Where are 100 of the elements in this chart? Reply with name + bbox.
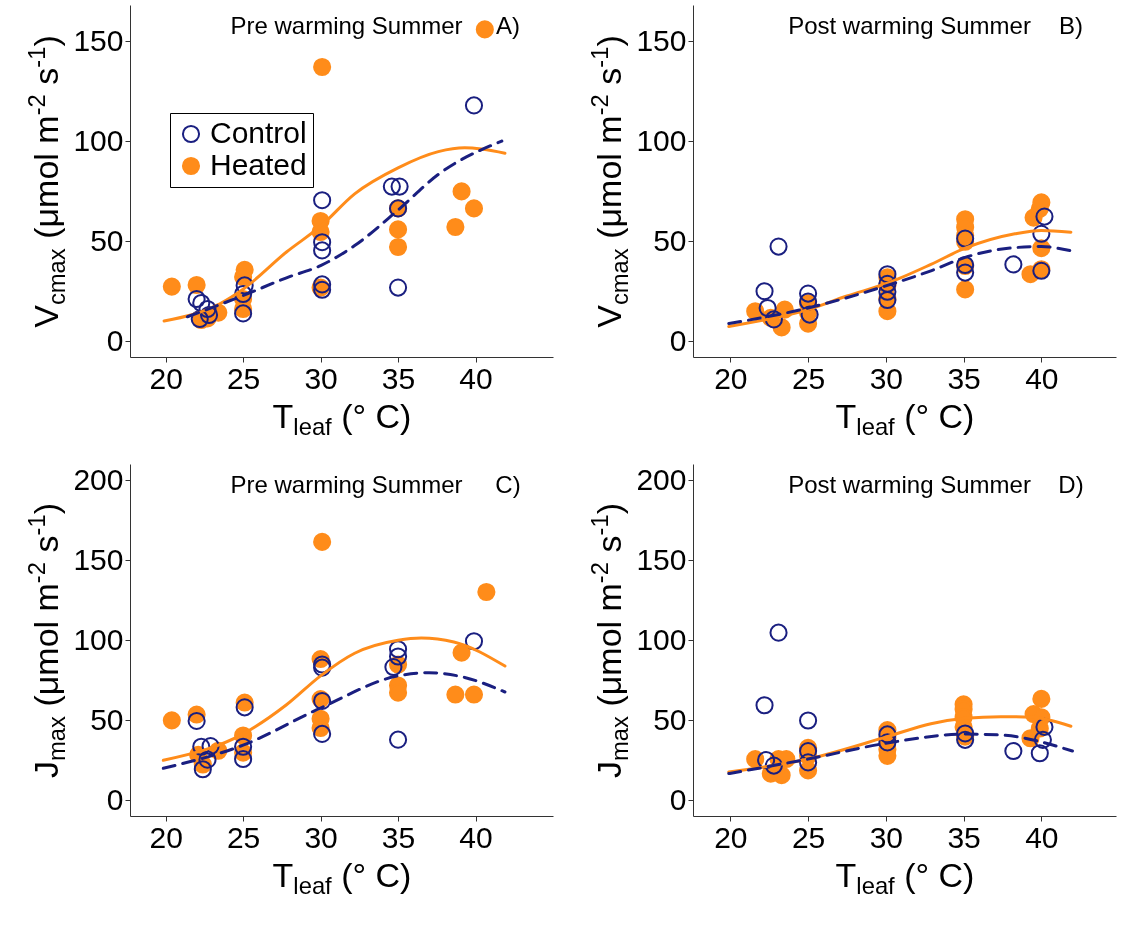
point xyxy=(452,182,471,201)
x-tick-label: 30 xyxy=(304,361,338,395)
point xyxy=(198,750,217,769)
y-tick-label: 200 xyxy=(636,462,687,496)
point xyxy=(235,698,254,717)
x-axis-title: T$_{leaf}$ (° C) xyxy=(272,855,412,899)
point xyxy=(878,733,897,752)
point xyxy=(313,241,332,260)
x-tick-label: 30 xyxy=(869,820,904,854)
point xyxy=(313,532,332,551)
y-tick-label: 100 xyxy=(73,123,124,157)
y-tick-label: 0 xyxy=(106,323,124,357)
point xyxy=(313,57,332,77)
y-tick-label: 0 xyxy=(669,323,687,357)
x-tick-label: 20 xyxy=(149,820,183,854)
x-tick-label: 40 xyxy=(1025,361,1059,395)
x-tick-label: 35 xyxy=(381,820,416,854)
legend-label: Control xyxy=(210,116,307,149)
point xyxy=(162,711,181,730)
point xyxy=(193,760,212,779)
y-tick-label: 0 xyxy=(106,782,124,816)
y-tick-label: 150 xyxy=(636,542,687,576)
annotation: B) xyxy=(1059,12,1083,39)
point xyxy=(234,737,253,756)
point xyxy=(388,640,408,659)
point xyxy=(388,730,408,749)
x-tick-label: 20 xyxy=(714,361,748,395)
x-tick-label: 40 xyxy=(459,820,493,854)
point xyxy=(799,284,818,303)
chart-title: Pre warming Summer xyxy=(230,12,463,39)
point xyxy=(757,750,776,770)
x-tick-label: 25 xyxy=(226,361,261,395)
line-series xyxy=(161,636,507,762)
x-tick-label: 35 xyxy=(947,361,981,395)
point xyxy=(390,177,409,196)
x-tick-label: 40 xyxy=(1025,820,1059,854)
point xyxy=(313,233,332,252)
point xyxy=(192,293,211,313)
chart-title: Post warming Summer xyxy=(788,12,1031,39)
x-tick-label: 30 xyxy=(869,361,904,395)
point xyxy=(464,685,484,704)
y-tick-label: 100 xyxy=(73,622,124,656)
y-tick-label: 150 xyxy=(73,542,124,576)
annotation: D) xyxy=(1058,471,1084,498)
point xyxy=(1032,224,1051,243)
point xyxy=(235,276,254,295)
y-tick-label: 50 xyxy=(90,702,124,736)
point xyxy=(769,623,788,642)
point xyxy=(475,20,494,39)
point xyxy=(1035,717,1054,736)
y-tick-label: 100 xyxy=(636,123,687,157)
point xyxy=(446,685,465,704)
x-tick-label: 40 xyxy=(459,361,493,395)
x-tick-label: 25 xyxy=(226,820,261,854)
point xyxy=(1032,689,1051,708)
point xyxy=(755,282,774,301)
point xyxy=(201,737,220,756)
annotation: C) xyxy=(495,471,521,498)
point xyxy=(464,199,484,218)
x-axis-title: T$_{leaf}$ (° C) xyxy=(835,396,975,440)
point xyxy=(769,237,788,256)
point xyxy=(1035,207,1054,226)
point xyxy=(477,582,496,602)
point xyxy=(388,237,408,257)
point xyxy=(388,647,408,666)
y-tick-label: 0 xyxy=(669,782,687,816)
point xyxy=(452,643,471,662)
point xyxy=(464,632,484,651)
point xyxy=(187,289,206,309)
point xyxy=(187,275,206,295)
point xyxy=(313,724,332,743)
point xyxy=(234,304,253,323)
annotation: A) xyxy=(496,12,520,39)
point xyxy=(446,217,465,237)
point xyxy=(758,298,777,318)
x-tick-label: 20 xyxy=(714,820,748,854)
x-tick-label: 35 xyxy=(947,820,981,854)
chart-title: Pre warming Summer xyxy=(230,471,463,498)
legend-label: Heated xyxy=(210,148,307,181)
point xyxy=(1030,744,1049,763)
point xyxy=(313,191,332,210)
point xyxy=(384,657,403,677)
y-tick-label: 200 xyxy=(73,462,124,496)
x-tick-label: 20 xyxy=(149,361,183,395)
point xyxy=(1004,255,1023,274)
point xyxy=(799,753,818,772)
point xyxy=(799,711,818,730)
point xyxy=(1033,730,1052,749)
x-tick-label: 30 xyxy=(304,820,338,854)
x-axis-title: T$_{leaf}$ (° C) xyxy=(835,855,975,899)
point xyxy=(382,177,401,196)
point xyxy=(956,263,975,282)
point xyxy=(162,277,181,296)
point xyxy=(755,696,774,715)
point xyxy=(388,278,408,297)
x-tick-label: 25 xyxy=(791,361,826,395)
y-tick-label: 100 xyxy=(636,622,687,656)
point xyxy=(956,280,975,299)
x-tick-label: 35 xyxy=(381,361,416,395)
point xyxy=(198,299,217,319)
